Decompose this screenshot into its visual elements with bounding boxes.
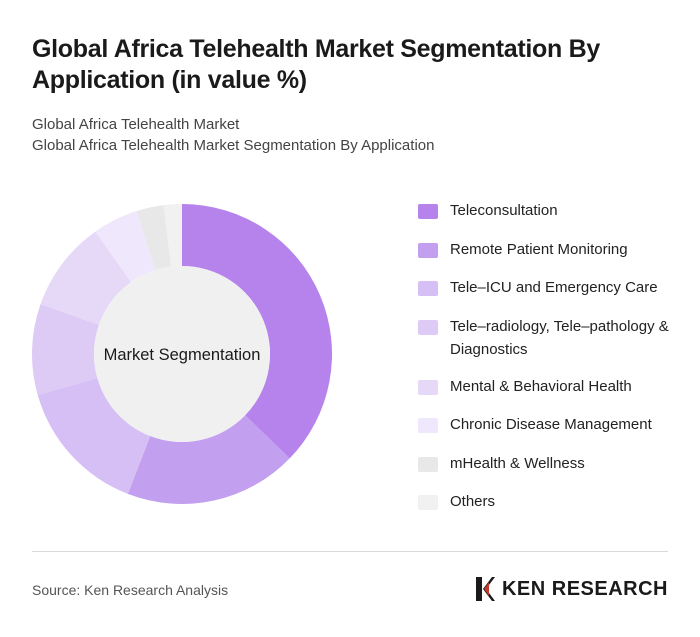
donut-slice-2 bbox=[127, 415, 290, 504]
legend-item: Remote Patient Monitoring bbox=[418, 238, 688, 261]
donut-slice-7 bbox=[136, 205, 172, 271]
donut-slice-4 bbox=[31, 304, 100, 396]
legend-swatch bbox=[418, 379, 438, 395]
legend-item: Tele–radiology, Tele–pathology & Diagnos… bbox=[418, 315, 688, 361]
legend-item: Teleconsultation bbox=[418, 199, 688, 222]
chart-subtitle: Global Africa Telehealth Market Global A… bbox=[32, 114, 434, 156]
footer-divider bbox=[32, 551, 668, 552]
legend-label: Others bbox=[450, 493, 496, 510]
legend-item: Others bbox=[418, 490, 688, 513]
donut-center bbox=[94, 266, 270, 442]
legend-swatch bbox=[418, 418, 438, 433]
donut-slice-5 bbox=[40, 231, 132, 325]
legend-swatch bbox=[418, 281, 438, 296]
legend-label: Tele–radiology, Tele–pathology & Diagnos… bbox=[450, 317, 669, 358]
legend-swatch bbox=[418, 204, 438, 219]
donut-slice-3 bbox=[37, 378, 151, 494]
legend-label: mHealth & Wellness bbox=[450, 454, 585, 472]
source-note: Source: Ken Research Analysis bbox=[32, 582, 229, 598]
subtitle-line-1: Global Africa Telehealth Market bbox=[32, 116, 240, 133]
donut-slice-6 bbox=[95, 211, 156, 283]
chart-title: Global Africa Telehealth Market Segmenta… bbox=[32, 35, 600, 94]
donut-slice-1 bbox=[182, 204, 333, 459]
legend-label: Mental & Behavioral Health bbox=[450, 377, 632, 395]
legend-label: Chronic Disease Management bbox=[450, 416, 652, 433]
legend-swatch bbox=[418, 495, 438, 510]
logo-text: KEN RESEARCH bbox=[501, 577, 668, 600]
donut-chart: Market Segmentation bbox=[31, 204, 333, 504]
donut-center-label: Market Segmentation bbox=[104, 346, 261, 364]
ken-research-logo-icon bbox=[475, 577, 495, 601]
legend-swatch bbox=[418, 242, 438, 258]
legend-item: Mental & Behavioral Health bbox=[418, 375, 688, 398]
subtitle-line-2: Global Africa Telehealth Market Segmenta… bbox=[32, 137, 435, 154]
legend-item: Tele–ICU and Emergency Care bbox=[418, 276, 688, 299]
legend-item: mHealth & Wellness bbox=[418, 452, 688, 475]
ken-research-logo: KEN RESEARCH bbox=[474, 576, 668, 602]
legend-swatch bbox=[418, 456, 438, 472]
legend-label: Teleconsultation bbox=[450, 202, 558, 219]
legend-label: Remote Patient Monitoring bbox=[450, 240, 628, 258]
donut-slice-8 bbox=[163, 204, 182, 267]
legend-label: Tele–ICU and Emergency Care bbox=[450, 279, 658, 296]
legend-item: Chronic Disease Management bbox=[418, 413, 688, 436]
chart-legend: Teleconsultation Remote Patient Monitorin… bbox=[418, 199, 688, 529]
legend-swatch bbox=[418, 319, 438, 335]
